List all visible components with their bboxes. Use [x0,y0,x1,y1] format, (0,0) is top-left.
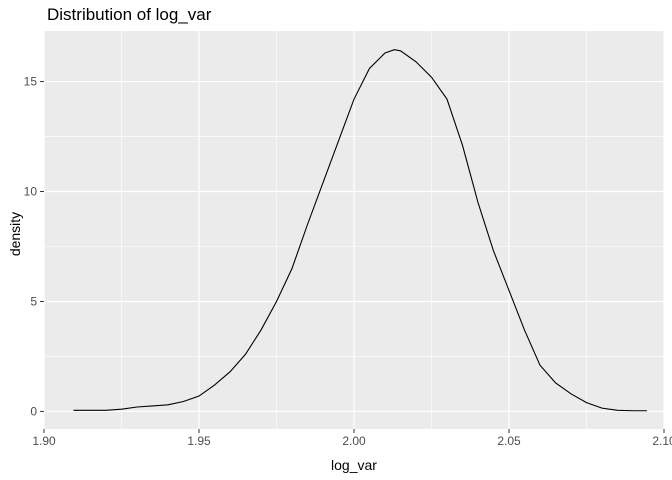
y-tick-label: 0 [30,404,37,418]
x-tick-label: 2.10 [652,434,672,448]
y-axis-ticks: 0 5 10 15 [24,75,44,418]
x-axis-ticks: 1.90 1.95 2.00 2.05 2.10 [32,429,672,448]
y-axis-title: density [7,212,23,256]
x-tick-label: 1.95 [187,434,211,448]
grid-lines [43,31,665,429]
chart-title: Distribution of log_var [47,5,212,24]
y-tick-label: 10 [24,185,38,199]
x-tick-label: 2.05 [497,434,521,448]
x-tick-label: 2.00 [342,434,366,448]
y-tick-label: 5 [30,294,37,308]
y-tick-label: 15 [24,75,38,89]
x-axis-title: log_var [331,457,377,473]
density-curve [73,49,647,412]
x-tick-label: 1.90 [32,434,56,448]
